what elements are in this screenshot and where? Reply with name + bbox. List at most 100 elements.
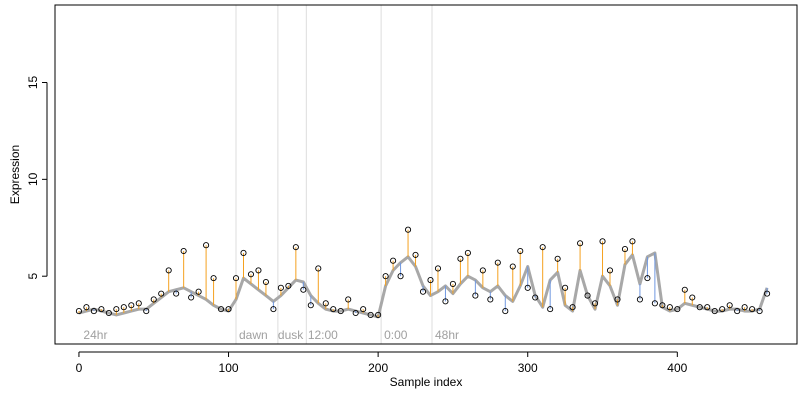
data-point xyxy=(180,247,187,255)
region-label: 12:00 xyxy=(308,328,338,342)
x-tick-label: 400 xyxy=(667,361,687,375)
data-point xyxy=(375,311,382,318)
x-tick-label: 100 xyxy=(219,361,239,375)
data-point xyxy=(367,311,374,318)
data-point xyxy=(240,249,247,257)
y-tick-label: 10 xyxy=(26,172,40,186)
data-point xyxy=(741,304,748,311)
data-point xyxy=(113,306,120,313)
data-point xyxy=(307,302,314,309)
data-point xyxy=(135,300,142,307)
data-point xyxy=(584,292,591,299)
data-point xyxy=(382,273,389,280)
data-point xyxy=(487,296,494,303)
data-point xyxy=(143,308,150,315)
data-point xyxy=(83,304,90,311)
data-point xyxy=(704,304,711,311)
data-point xyxy=(247,271,255,278)
data-point xyxy=(614,296,621,303)
data-point xyxy=(173,290,180,297)
plot-area-frame xyxy=(54,4,798,345)
data-point xyxy=(412,251,419,258)
data-point xyxy=(659,302,666,309)
y-tick-label: 15 xyxy=(26,75,40,89)
data-point xyxy=(689,294,696,301)
data-point xyxy=(352,309,359,317)
data-point xyxy=(442,298,449,305)
region-label: dusk xyxy=(278,328,304,342)
data-point xyxy=(696,304,703,311)
x-axis: 0 100 200 300 400 xyxy=(76,351,688,375)
data-point xyxy=(232,275,240,282)
data-point xyxy=(494,259,501,266)
data-point xyxy=(188,294,195,301)
data-point xyxy=(404,226,412,233)
data-point xyxy=(434,265,442,272)
data-point xyxy=(457,255,464,262)
data-point xyxy=(599,238,606,245)
data-point xyxy=(711,308,718,315)
data-point xyxy=(427,277,434,284)
data-point xyxy=(562,284,569,291)
data-point xyxy=(285,282,292,289)
data-point xyxy=(532,294,539,301)
data-point xyxy=(330,306,337,313)
data-point xyxy=(337,308,344,315)
residual-lines xyxy=(78,229,768,317)
x-tick-label: 0 xyxy=(76,361,83,375)
region-labels: 24hr dawn dusk 12:00 0:00 48hr xyxy=(83,328,459,342)
data-point xyxy=(502,308,509,315)
data-point xyxy=(539,244,546,251)
data-point xyxy=(764,290,771,297)
data-point xyxy=(195,288,202,295)
data-point xyxy=(719,306,726,313)
data-point xyxy=(517,247,524,255)
data-point xyxy=(651,300,658,307)
region-label: 24hr xyxy=(83,328,107,342)
data-point xyxy=(255,267,262,274)
data-point xyxy=(674,306,681,313)
region-label: 48hr xyxy=(435,328,459,342)
data-point xyxy=(203,242,210,249)
data-point xyxy=(98,306,105,313)
y-axis: 5 10 15 xyxy=(26,75,48,280)
data-point xyxy=(577,240,584,247)
data-point xyxy=(75,308,82,315)
data-point xyxy=(644,275,651,282)
data-point xyxy=(345,296,352,303)
data-point xyxy=(464,249,471,257)
x-tick-label: 300 xyxy=(518,361,538,375)
x-tick-label: 200 xyxy=(368,361,388,375)
observed-points xyxy=(75,226,771,318)
x-axis-title: Sample index xyxy=(390,375,463,389)
data-point xyxy=(479,267,486,274)
data-point xyxy=(547,306,554,313)
data-point xyxy=(449,280,456,287)
data-point xyxy=(569,304,576,311)
data-point xyxy=(629,238,636,245)
data-point xyxy=(621,246,629,253)
region-label: dawn xyxy=(239,328,268,342)
data-point xyxy=(397,273,404,280)
data-point xyxy=(734,308,741,315)
data-point xyxy=(292,244,299,251)
data-point xyxy=(749,306,756,313)
data-point xyxy=(262,278,269,286)
data-point xyxy=(509,263,516,270)
data-point xyxy=(158,290,165,297)
data-point xyxy=(300,286,307,293)
data-point xyxy=(756,308,763,315)
data-point xyxy=(524,284,531,291)
data-point xyxy=(554,255,561,262)
data-point xyxy=(322,300,329,307)
y-axis-title: Expression xyxy=(8,145,22,204)
data-point xyxy=(726,302,733,309)
region-label: 0:00 xyxy=(384,328,408,342)
data-point xyxy=(165,267,172,274)
data-point xyxy=(210,275,217,282)
data-point xyxy=(315,265,322,272)
data-point xyxy=(360,306,367,313)
data-point xyxy=(419,288,427,295)
data-point xyxy=(591,300,599,307)
y-tick-label: 5 xyxy=(26,273,40,280)
